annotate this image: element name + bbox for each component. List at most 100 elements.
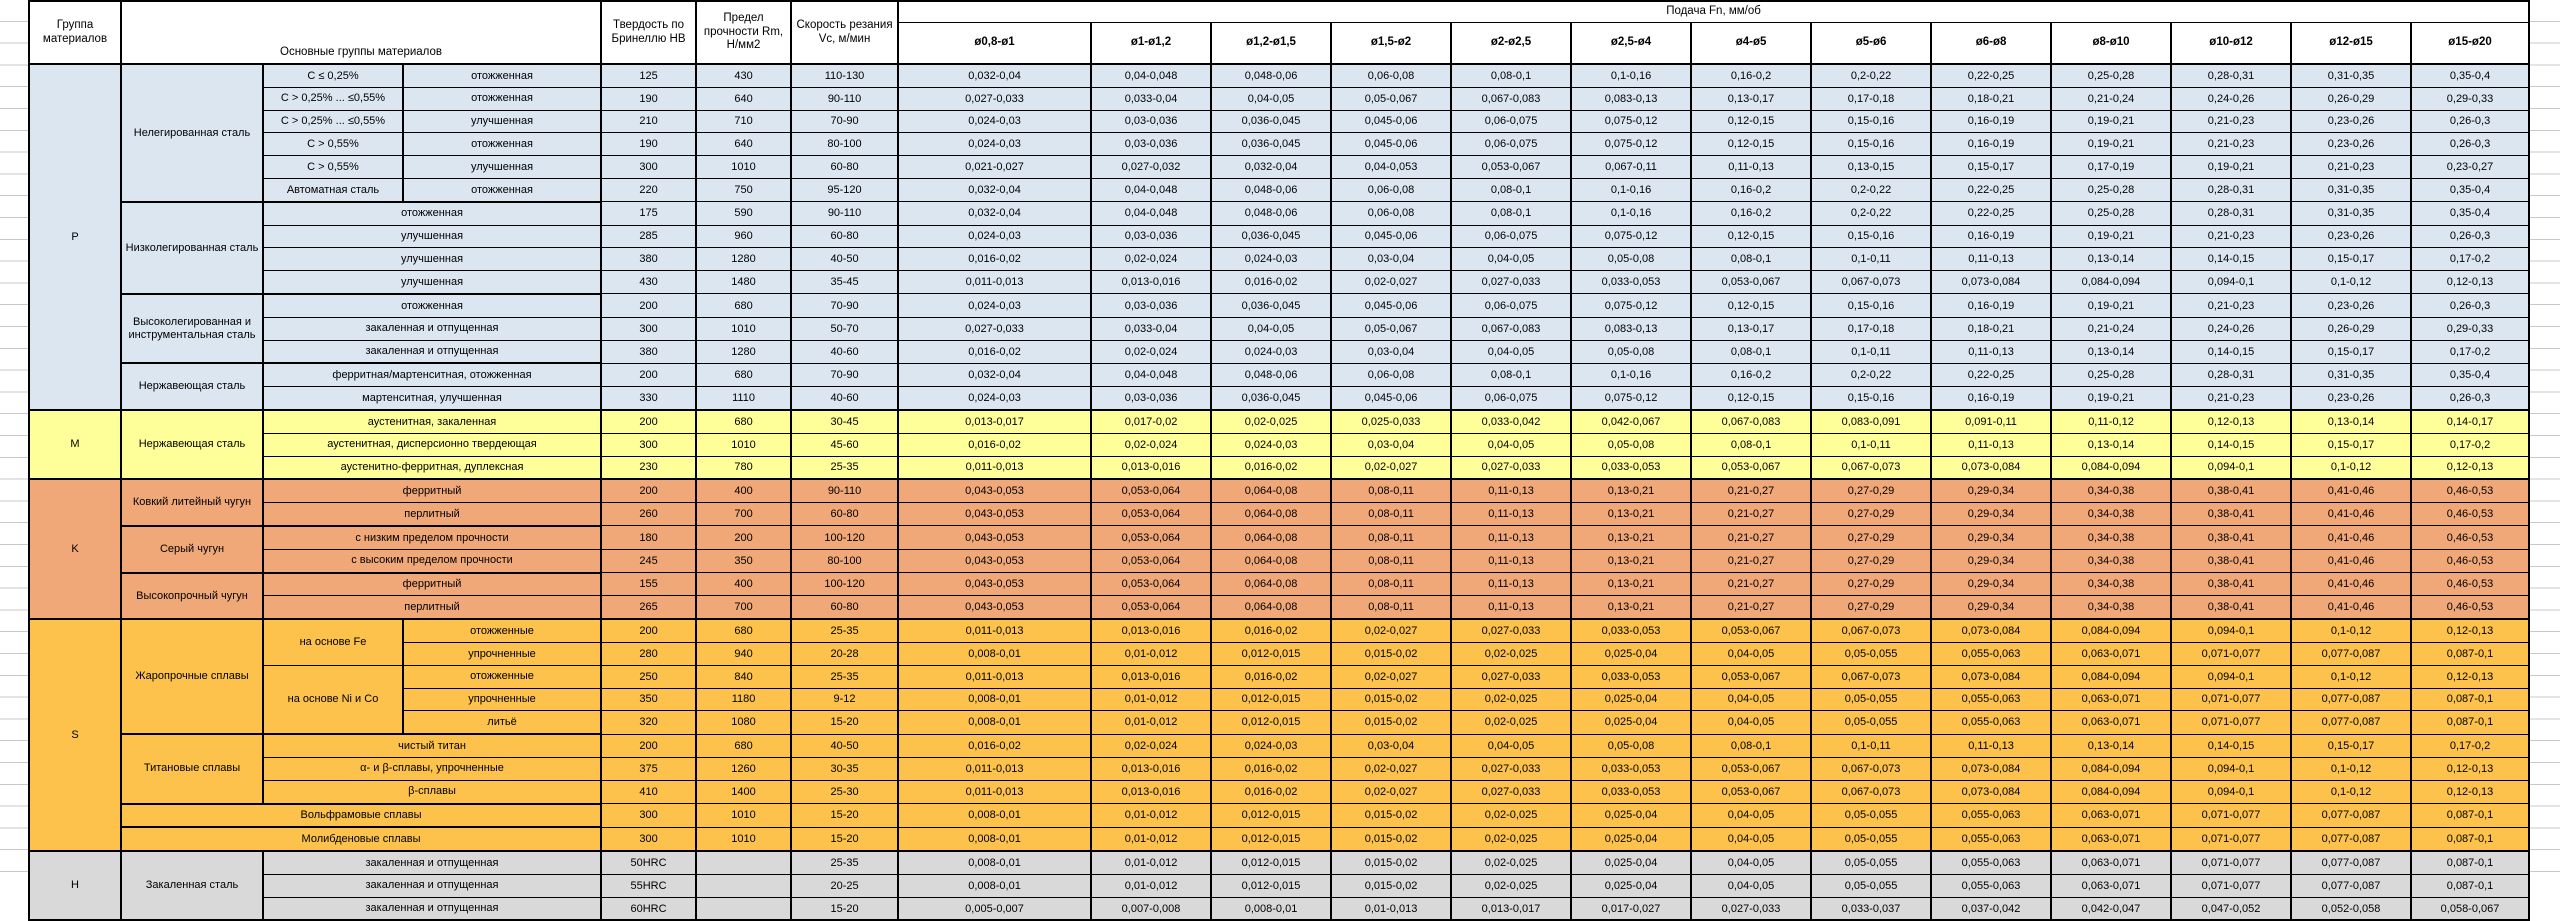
feed-value-cell[interactable]: 0,033-0,037 (1810, 896, 1933, 921)
feed-value-cell[interactable]: 0,21-0,24 (2050, 86, 2173, 111)
feed-value-cell[interactable]: 0,071-0,077 (2170, 641, 2293, 666)
col-header-tensile-strength[interactable]: Предел прочности Rm, Н/мм2 (695, 0, 793, 65)
feed-value-cell[interactable]: 0,055-0,063 (1930, 850, 2053, 875)
feed-value-cell[interactable]: 0,19-0,21 (2050, 109, 2173, 134)
feed-value-cell[interactable]: 0,17-0,2 (2410, 247, 2530, 272)
feed-value-cell[interactable]: 0,26-0,3 (2410, 293, 2530, 318)
speed-cell[interactable]: 15-20 (790, 896, 900, 921)
hardness-cell[interactable]: 380 (600, 247, 698, 272)
feed-value-cell[interactable]: 0,04-0,048 (1090, 177, 1213, 203)
feed-value-cell[interactable]: 0,016-0,02 (897, 432, 1093, 457)
material-label-cell[interactable]: Автоматная сталь (262, 177, 404, 203)
material-label-cell[interactable]: Жаропрочные сплавы (120, 618, 264, 735)
feed-value-cell[interactable]: 0,055-0,063 (1930, 710, 2053, 735)
feed-value-cell[interactable]: 0,02-0,024 (1090, 432, 1213, 457)
feed-value-cell[interactable]: 0,024-0,03 (897, 386, 1093, 411)
feed-value-cell[interactable]: 0,067-0,073 (1810, 779, 1933, 805)
feed-column-header[interactable]: ø12-ø15 (2290, 21, 2413, 65)
feed-value-cell[interactable]: 0,013-0,016 (1090, 618, 1213, 643)
feed-value-cell[interactable]: 0,094-0,1 (2170, 455, 2293, 480)
strength-cell[interactable]: 400 (695, 478, 793, 504)
hardness-cell[interactable]: 410 (600, 779, 698, 805)
feed-value-cell[interactable]: 0,19-0,21 (2050, 386, 2173, 411)
feed-value-cell[interactable]: 0,04-0,05 (1690, 873, 1813, 898)
strength-cell[interactable] (695, 873, 793, 898)
group-letter-cell[interactable]: S (28, 618, 122, 852)
feed-value-cell[interactable]: 0,01-0,013 (1330, 896, 1453, 921)
feed-value-cell[interactable]: 0,08-0,1 (1450, 177, 1573, 203)
feed-value-cell[interactable]: 0,05-0,055 (1810, 826, 1933, 852)
strength-cell[interactable]: 750 (695, 177, 793, 203)
feed-value-cell[interactable]: 0,011-0,013 (897, 270, 1093, 295)
feed-value-cell[interactable]: 0,052-0,058 (2290, 896, 2413, 921)
feed-value-cell[interactable]: 0,12-0,13 (2410, 779, 2530, 805)
col-header-main-material-groups[interactable]: Основные группы материалов (119, 0, 603, 65)
strength-cell[interactable]: 780 (695, 455, 793, 480)
feed-value-cell[interactable]: 0,04-0,05 (1450, 733, 1573, 758)
feed-value-cell[interactable]: 0,053-0,064 (1090, 595, 1213, 620)
feed-value-cell[interactable]: 0,071-0,077 (2170, 850, 2293, 875)
material-label-cell[interactable]: улучшенная (261, 247, 603, 272)
material-label-cell[interactable]: C > 0,55% (262, 155, 404, 179)
feed-value-cell[interactable]: 0,024-0,03 (1210, 247, 1333, 272)
feed-value-cell[interactable]: 0,29-0,34 (1930, 478, 2053, 504)
feed-value-cell[interactable]: 0,21-0,23 (2170, 224, 2293, 249)
feed-value-cell[interactable]: 0,012-0,015 (1210, 826, 1333, 852)
feed-value-cell[interactable]: 0,27-0,29 (1810, 502, 1933, 527)
feed-value-cell[interactable]: 0,11-0,13 (1450, 478, 1573, 504)
feed-value-cell[interactable]: 0,036-0,045 (1210, 224, 1333, 249)
hardness-cell[interactable]: 50HRC (600, 850, 698, 875)
hardness-cell[interactable]: 200 (600, 618, 698, 643)
feed-value-cell[interactable]: 0,34-0,38 (2050, 478, 2173, 504)
feed-value-cell[interactable]: 0,13-0,14 (2050, 247, 2173, 272)
feed-value-cell[interactable]: 0,29-0,34 (1930, 548, 2053, 574)
material-label-cell[interactable]: ферритный (261, 478, 603, 504)
speed-cell[interactable]: 25-35 (790, 850, 900, 875)
feed-value-cell[interactable]: 0,008-0,01 (897, 826, 1093, 852)
material-label-cell[interactable]: перлитный (261, 502, 603, 527)
speed-cell[interactable]: 25-35 (790, 618, 900, 643)
feed-value-cell[interactable]: 0,41-0,46 (2290, 525, 2413, 550)
feed-value-cell[interactable]: 0,11-0,13 (1450, 595, 1573, 620)
feed-value-cell[interactable]: 0,073-0,084 (1930, 455, 2053, 480)
feed-value-cell[interactable]: 0,073-0,084 (1930, 756, 2053, 781)
material-label-cell[interactable]: улучшенная (401, 109, 603, 134)
feed-value-cell[interactable]: 0,13-0,14 (2290, 408, 2413, 434)
feed-value-cell[interactable]: 0,13-0,21 (1570, 502, 1693, 527)
feed-value-cell[interactable]: 0,34-0,38 (2050, 548, 2173, 574)
hardness-cell[interactable]: 200 (600, 362, 698, 388)
feed-value-cell[interactable]: 0,1-0,11 (1810, 247, 1933, 272)
speed-cell[interactable]: 15-20 (790, 803, 900, 828)
feed-value-cell[interactable]: 0,04-0,05 (1690, 687, 1813, 712)
feed-value-cell[interactable]: 0,28-0,31 (2170, 201, 2293, 226)
feed-value-cell[interactable]: 0,1-0,11 (1810, 733, 1933, 758)
feed-value-cell[interactable]: 0,08-0,11 (1330, 548, 1453, 574)
feed-value-cell[interactable]: 0,16-0,19 (1930, 109, 2053, 134)
feed-value-cell[interactable]: 0,05-0,08 (1570, 733, 1693, 758)
feed-value-cell[interactable]: 0,025-0,033 (1330, 408, 1453, 434)
feed-value-cell[interactable]: 0,17-0,18 (1810, 316, 1933, 341)
feed-value-cell[interactable]: 0,04-0,048 (1090, 362, 1213, 388)
feed-column-header[interactable]: ø4-ø5 (1690, 21, 1813, 65)
feed-value-cell[interactable]: 0,045-0,06 (1330, 132, 1453, 157)
feed-value-cell[interactable]: 0,012-0,015 (1210, 850, 1333, 875)
feed-value-cell[interactable]: 0,21-0,27 (1690, 595, 1813, 620)
feed-value-cell[interactable]: 0,21-0,23 (2170, 293, 2293, 318)
feed-value-cell[interactable]: 0,41-0,46 (2290, 478, 2413, 504)
hardness-cell[interactable]: 175 (600, 201, 698, 226)
speed-cell[interactable]: 70-90 (790, 362, 900, 388)
feed-value-cell[interactable]: 0,46-0,53 (2410, 525, 2530, 550)
group-letter-cell[interactable]: K (28, 478, 122, 620)
speed-cell[interactable]: 70-90 (790, 109, 900, 134)
feed-value-cell[interactable]: 0,21-0,23 (2170, 386, 2293, 411)
feed-value-cell[interactable]: 0,03-0,04 (1330, 733, 1453, 758)
feed-value-cell[interactable]: 0,13-0,17 (1690, 316, 1813, 341)
feed-value-cell[interactable]: 0,007-0,008 (1090, 896, 1213, 921)
feed-value-cell[interactable]: 0,04-0,05 (1210, 86, 1333, 111)
feed-value-cell[interactable]: 0,053-0,067 (1690, 618, 1813, 643)
feed-value-cell[interactable]: 0,024-0,03 (897, 224, 1093, 249)
feed-value-cell[interactable]: 0,15-0,17 (2290, 247, 2413, 272)
feed-value-cell[interactable]: 0,053-0,064 (1090, 548, 1213, 574)
feed-value-cell[interactable]: 0,036-0,045 (1210, 109, 1333, 134)
feed-value-cell[interactable]: 0,027-0,033 (1450, 270, 1573, 295)
